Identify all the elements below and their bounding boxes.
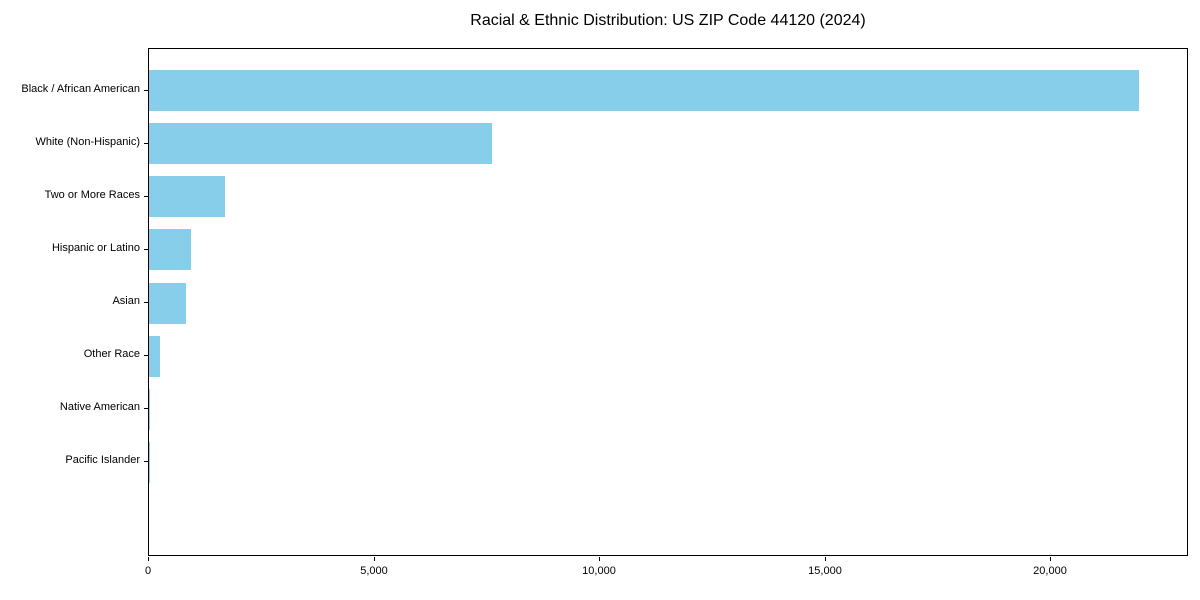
y-tick-label-asian: Asian xyxy=(112,295,140,307)
chart-title: Racial & Ethnic Distribution: US ZIP Cod… xyxy=(470,12,866,29)
x-tick-label: 10,000 xyxy=(582,565,616,577)
y-tick-label-pacific-islander: Pacific Islander xyxy=(65,454,140,466)
y-tick-label-other-race: Other Race xyxy=(83,348,140,360)
bar-other-race xyxy=(149,335,160,377)
y-tick-mark xyxy=(144,302,148,303)
bar-two-or-more-races xyxy=(149,176,226,218)
x-tick-mark xyxy=(374,557,375,561)
x-tick-mark xyxy=(599,557,600,561)
x-tick-mark xyxy=(148,557,149,561)
bar-hispanic-or-latino xyxy=(149,229,191,271)
bar-native-american xyxy=(149,388,150,430)
y-tick-label-native-american: Native American xyxy=(59,401,140,413)
y-tick-label-two-or-more-races: Two or More Races xyxy=(44,189,140,201)
y-tick-mark xyxy=(144,90,148,91)
y-tick-mark xyxy=(144,143,148,144)
y-tick-mark xyxy=(144,355,148,356)
bar-black-african-american xyxy=(149,70,1140,112)
x-tick-label: 15,000 xyxy=(808,565,842,577)
y-tick-mark xyxy=(144,408,148,409)
x-tick-mark xyxy=(1050,557,1051,561)
y-tick-label-hispanic-or-latino: Hispanic or Latino xyxy=(51,242,140,254)
y-tick-mark xyxy=(144,249,148,250)
x-tick-label: 5,000 xyxy=(360,565,388,577)
bar-asian xyxy=(149,282,187,324)
plot-area xyxy=(148,48,1188,556)
x-tick-label: 20,000 xyxy=(1033,565,1067,577)
bar-white-non-hispanic xyxy=(149,123,492,165)
y-tick-mark xyxy=(144,461,148,462)
x-tick-mark xyxy=(825,557,826,561)
y-tick-label-white-non-hispanic: White (Non-Hispanic) xyxy=(35,136,140,148)
y-tick-mark xyxy=(144,196,148,197)
y-tick-label-black-african-american: Black / African American xyxy=(21,83,140,95)
x-tick-label: 0 xyxy=(144,565,152,577)
